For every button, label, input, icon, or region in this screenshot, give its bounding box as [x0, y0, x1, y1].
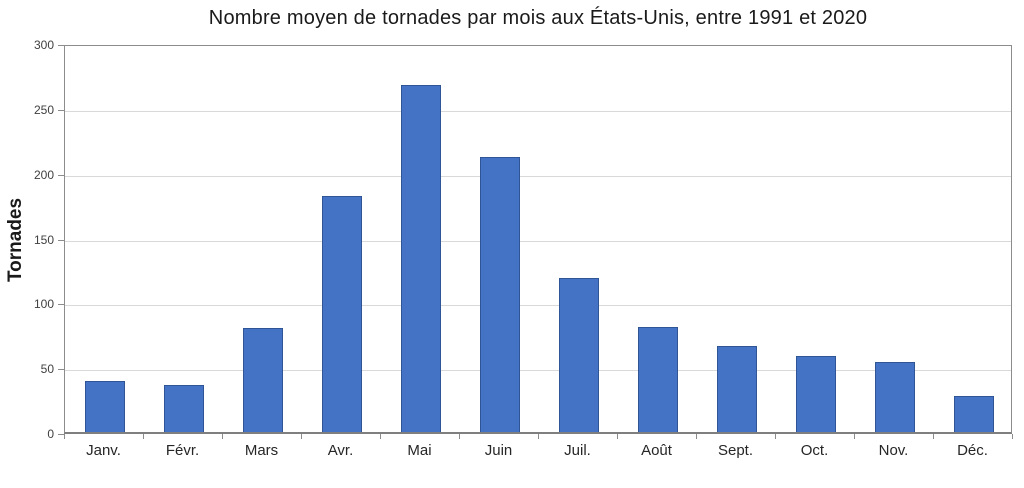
x-tick-mark-8	[696, 434, 697, 439]
y-tick-label-300: 300	[33, 38, 54, 52]
x-tick-mark-6	[538, 434, 539, 439]
x-tick-mark-5	[459, 434, 460, 439]
y-tick-label-0: 0	[47, 427, 54, 441]
x-tick-label-mars: Mars	[244, 442, 279, 459]
bar-déc	[953, 395, 994, 432]
y-tick-label-100: 100	[33, 297, 54, 312]
y-tick-mark-300	[58, 45, 64, 46]
gridline-100	[65, 305, 1011, 307]
bar-oct	[795, 355, 836, 432]
bar-mai	[400, 84, 441, 432]
y-tick-mark-50	[58, 369, 64, 371]
x-tick-label-juil: Juil.	[564, 442, 591, 459]
x-tick-mark-12	[1012, 434, 1013, 439]
x-tick-mark-7	[617, 434, 618, 439]
y-tick-label-50: 50	[40, 362, 54, 377]
gridline-200	[65, 175, 1011, 177]
x-tick-label-janv: Janv.	[86, 442, 121, 459]
x-tick-mark-0	[64, 434, 65, 439]
x-tick-mark-3	[301, 434, 302, 439]
x-tick-label-oct: Oct.	[800, 442, 829, 459]
x-tick-mark-4	[380, 434, 381, 439]
y-tick-mark-100	[58, 304, 64, 306]
x-tick-label-juin: Juin	[484, 442, 513, 459]
y-tick-label-250: 250	[33, 102, 54, 117]
bar-avr	[321, 196, 362, 432]
x-tick-label-déc: Déc.	[957, 442, 988, 459]
bar-janv	[84, 381, 125, 432]
chart-title: Nombre moyen de tornades par mois aux Ét…	[208, 7, 868, 29]
x-tick-label-août: Août	[641, 442, 672, 459]
bar-févr	[163, 385, 204, 432]
bar-juil	[558, 277, 599, 432]
y-tick-mark-200	[58, 174, 64, 176]
x-tick-label-févr: Févr.	[165, 442, 200, 459]
y-tick-mark-250	[58, 109, 64, 111]
x-tick-label-sept: Sept.	[717, 442, 754, 459]
x-tick-mark-1	[143, 434, 144, 439]
x-tick-mark-2	[222, 434, 223, 439]
x-tick-mark-9	[775, 434, 776, 439]
gridline-150	[65, 240, 1011, 242]
x-tick-mark-11	[933, 434, 934, 439]
bar-août	[637, 327, 678, 432]
plot-area	[64, 45, 1012, 434]
bar-nov	[874, 362, 915, 432]
y-tick-mark-0	[58, 434, 64, 435]
bar-sept	[716, 346, 757, 432]
y-tick-label-150: 150	[33, 232, 54, 247]
bar-mars	[242, 328, 283, 432]
y-tick-mark-150	[58, 239, 64, 241]
x-tick-mark-10	[854, 434, 855, 439]
y-tick-label-200: 200	[33, 167, 54, 182]
x-tick-label-avr: Avr.	[327, 442, 354, 459]
x-tick-label-nov: Nov.	[878, 442, 909, 459]
gridline-250	[65, 110, 1011, 112]
x-tick-label-mai: Mai	[407, 442, 432, 459]
gridline-50	[65, 370, 1011, 372]
bar-juin	[479, 157, 520, 432]
